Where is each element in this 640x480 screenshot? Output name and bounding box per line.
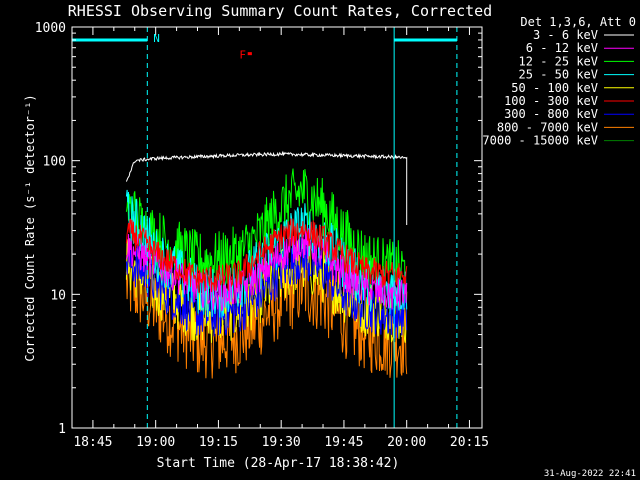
series-line-300-800-kev xyxy=(125,235,408,339)
y-axis-label: Corrected Count Rate (s⁻¹ detector⁻¹) xyxy=(23,94,37,361)
x-tick-label-0: 18:45 xyxy=(73,435,112,450)
x-tick-label-3: 19:30 xyxy=(262,435,301,450)
series-line-3-6-kev-visible xyxy=(125,150,408,225)
plot-frame xyxy=(71,26,483,429)
x-tick-label-5: 20:00 xyxy=(387,435,426,450)
x-axis-label: Start Time (28-Apr-17 18:38:42) xyxy=(157,456,400,471)
x-tick-label-1: 19:00 xyxy=(136,435,175,450)
legend-label-6-12-kev: 6 - 12 keV xyxy=(526,41,598,55)
series-line-3-6-kev-core xyxy=(126,149,408,225)
y-tick-label-3: 1000 xyxy=(35,21,66,36)
legend-label-100-300-kev: 100 - 300 keV xyxy=(504,94,598,108)
legend-header: Det 1,3,6, Att 0 xyxy=(520,15,636,29)
y-tick-label-2: 100 xyxy=(43,155,66,170)
x-tick-label-2: 19:15 xyxy=(199,435,238,450)
legend-label-7000-15000-kev: 7000 - 15000 keV xyxy=(482,134,598,148)
annotation-layer: NF xyxy=(153,32,252,62)
legend-label-3-6-kev: 3 - 6 keV xyxy=(533,28,598,42)
y-tick-label-1: 10 xyxy=(50,288,66,303)
series-line-100-300-kev xyxy=(125,218,408,293)
x-tick-label-4: 19:45 xyxy=(324,435,363,450)
axis-layer: 18:45 19:00 19:15 19:30 19:45 20:00 20:15 1 10 10… xyxy=(35,21,489,450)
chart-title: RHESSI Observing Summary Count Rates, Co… xyxy=(68,2,492,20)
x-tick-label-6: 20:15 xyxy=(450,435,489,450)
legend-label-25-50-kev: 25 - 50 keV xyxy=(519,68,598,82)
annotation-f: F xyxy=(239,49,246,62)
legend-label-50-100-kev: 50 - 100 keV xyxy=(511,81,598,95)
series-line-6-12-kev xyxy=(125,226,408,312)
y-tick-label-0: 1 xyxy=(58,422,66,437)
legend-label-300-800-kev: 300 - 800 keV xyxy=(504,107,598,121)
series-layer xyxy=(125,149,408,379)
annotation-n: N xyxy=(153,32,160,45)
series-line-25-50-kev xyxy=(125,189,408,318)
legend-label-800-7000-kev: 800 - 7000 keV xyxy=(497,120,598,134)
footer-timestamp: 31-Aug-2022 22:41 xyxy=(544,469,636,479)
legend-label-12-25-kev: 12 - 25 keV xyxy=(519,54,598,68)
